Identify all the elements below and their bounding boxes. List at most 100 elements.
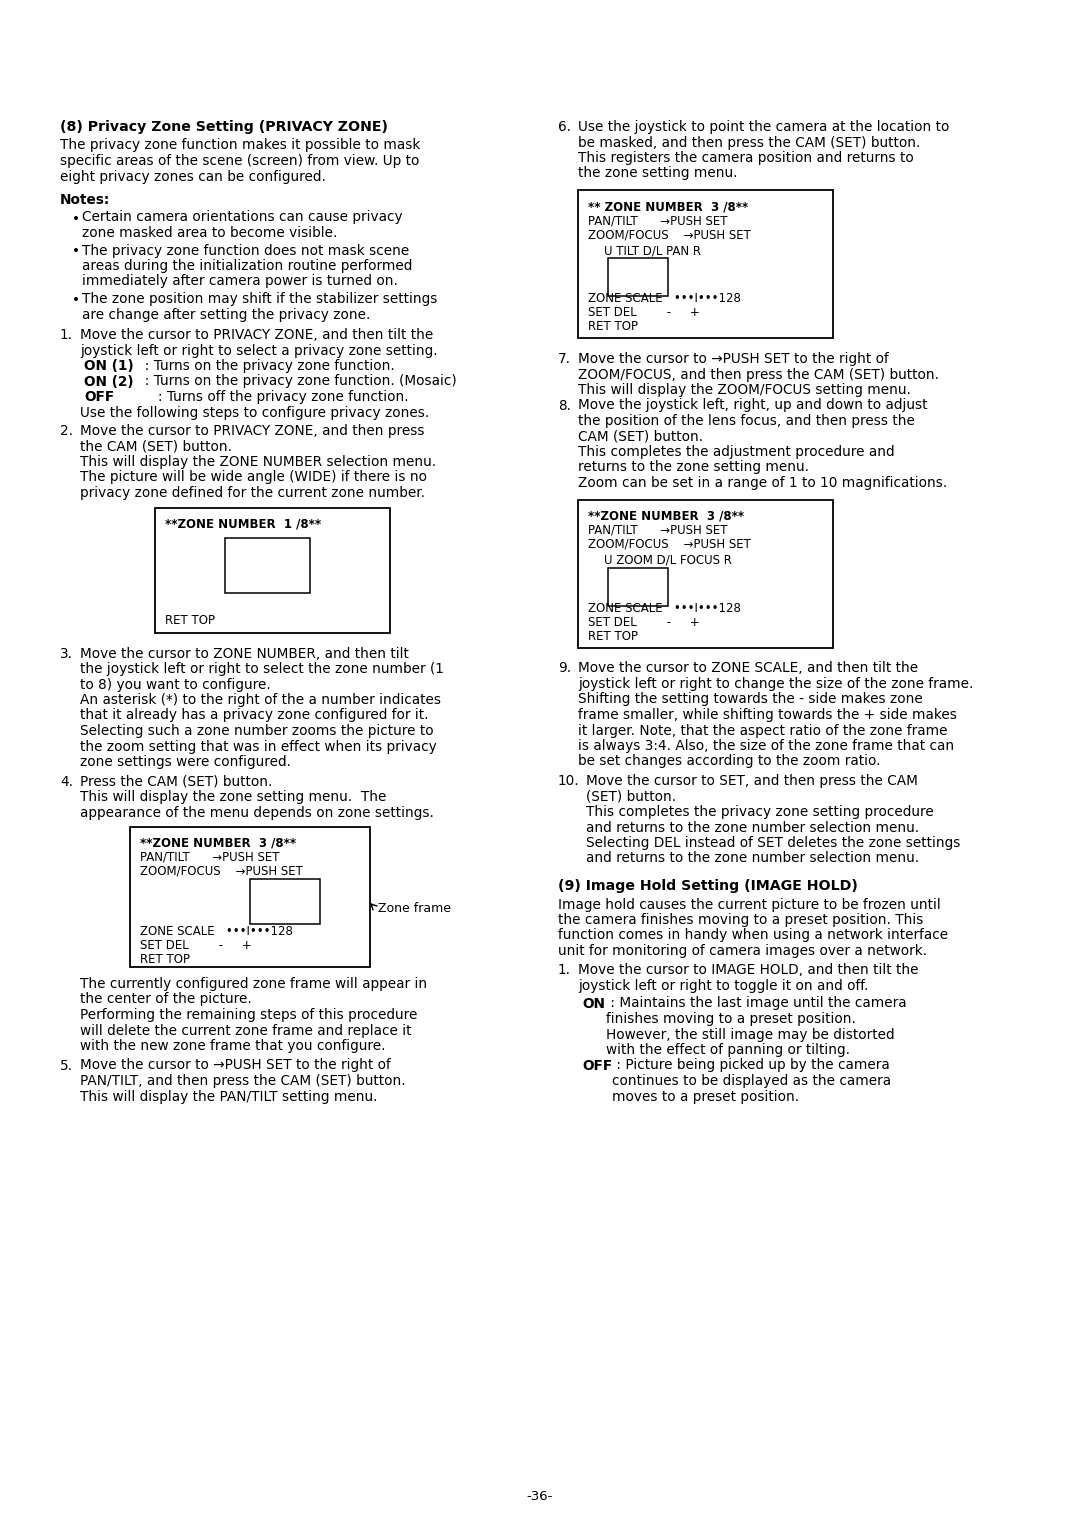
Text: be set changes according to the zoom ratio.: be set changes according to the zoom rat…	[578, 755, 880, 769]
Text: The currently configured zone frame will appear in: The currently configured zone frame will…	[80, 976, 427, 992]
Text: and returns to the zone number selection menu.: and returns to the zone number selection…	[586, 821, 919, 834]
Text: ON (2): ON (2)	[84, 374, 134, 388]
Text: PAN/TILT      →PUSH SET: PAN/TILT →PUSH SET	[588, 214, 728, 228]
Text: PAN/TILT, and then press the CAM (SET) button.: PAN/TILT, and then press the CAM (SET) b…	[80, 1074, 406, 1088]
Text: to 8) you want to configure.: to 8) you want to configure.	[80, 677, 271, 692]
Text: OFF: OFF	[84, 390, 114, 403]
Bar	[156, 507, 390, 633]
Text: 5.: 5.	[60, 1059, 73, 1073]
Text: are change after setting the privacy zone.: are change after setting the privacy zon…	[82, 307, 370, 321]
Text: (9) Image Hold Setting (IMAGE HOLD): (9) Image Hold Setting (IMAGE HOLD)	[558, 879, 858, 892]
Bar	[225, 538, 310, 593]
Text: Selecting DEL instead of SET deletes the zone settings: Selecting DEL instead of SET deletes the…	[586, 836, 960, 850]
Text: ZOOM/FOCUS    →PUSH SET: ZOOM/FOCUS →PUSH SET	[588, 538, 751, 550]
Text: RET TOP: RET TOP	[140, 953, 190, 966]
Text: joystick left or right to select a privacy zone setting.: joystick left or right to select a priva…	[80, 344, 437, 358]
Text: that it already has a privacy zone configured for it.: that it already has a privacy zone confi…	[80, 709, 429, 723]
Text: This will display the zone setting menu.  The: This will display the zone setting menu.…	[80, 790, 387, 804]
Text: ZONE SCALE   •••I•••128: ZONE SCALE •••I•••128	[588, 292, 741, 306]
Text: eight privacy zones can be configured.: eight privacy zones can be configured.	[60, 170, 326, 183]
Text: and returns to the zone number selection menu.: and returns to the zone number selection…	[586, 851, 919, 865]
Text: Selecting such a zone number zooms the picture to: Selecting such a zone number zooms the p…	[80, 724, 434, 738]
Text: returns to the zone setting menu.: returns to the zone setting menu.	[578, 460, 809, 475]
Text: SET DEL        -     +: SET DEL - +	[140, 940, 252, 952]
Text: 1.: 1.	[60, 329, 73, 342]
Text: : Maintains the last image until the camera: : Maintains the last image until the cam…	[606, 996, 906, 1010]
Text: Image hold causes the current picture to be frozen until: Image hold causes the current picture to…	[558, 897, 941, 912]
Text: ZONE SCALE   •••I•••128: ZONE SCALE •••I•••128	[588, 602, 741, 614]
Bar	[608, 258, 669, 296]
Bar	[578, 189, 833, 338]
Text: Move the cursor to ZONE SCALE, and then tilt the: Move the cursor to ZONE SCALE, and then …	[578, 662, 918, 675]
Text: RET TOP: RET TOP	[588, 630, 638, 642]
Text: RET TOP: RET TOP	[588, 319, 638, 333]
Text: U ZOOM D/L FOCUS R: U ZOOM D/L FOCUS R	[604, 553, 732, 567]
Text: PAN/TILT      →PUSH SET: PAN/TILT →PUSH SET	[140, 851, 280, 863]
Text: This will display the ZOOM/FOCUS setting menu.: This will display the ZOOM/FOCUS setting…	[578, 384, 910, 397]
Text: frame smaller, while shifting towards the + side makes: frame smaller, while shifting towards th…	[578, 707, 957, 723]
Text: 6.: 6.	[558, 121, 571, 134]
Text: will delete the current zone frame and replace it: will delete the current zone frame and r…	[80, 1024, 411, 1038]
Text: Shifting the setting towards the - side makes zone: Shifting the setting towards the - side …	[578, 692, 922, 706]
Text: zone masked area to become visible.: zone masked area to become visible.	[82, 226, 337, 240]
Text: moves to a preset position.: moves to a preset position.	[612, 1089, 799, 1103]
Text: Zoom can be set in a range of 1 to 10 magnifications.: Zoom can be set in a range of 1 to 10 ma…	[578, 477, 947, 490]
Text: is always 3:4. Also, the size of the zone frame that can: is always 3:4. Also, the size of the zon…	[578, 740, 954, 753]
Text: continues to be displayed as the camera: continues to be displayed as the camera	[612, 1074, 891, 1088]
Text: PAN/TILT      →PUSH SET: PAN/TILT →PUSH SET	[588, 524, 728, 536]
Text: joystick left or right to change the size of the zone frame.: joystick left or right to change the siz…	[578, 677, 973, 691]
Text: ON (1): ON (1)	[84, 359, 134, 373]
Text: An asterisk (*) to the right of the a number indicates: An asterisk (*) to the right of the a nu…	[80, 694, 441, 707]
Text: Performing the remaining steps of this procedure: Performing the remaining steps of this p…	[80, 1008, 417, 1022]
Text: This completes the adjustment procedure and: This completes the adjustment procedure …	[578, 445, 894, 458]
Text: However, the still image may be distorted: However, the still image may be distorte…	[606, 1027, 894, 1042]
Text: 3.: 3.	[60, 646, 73, 660]
Text: specific areas of the scene (screen) from view. Up to: specific areas of the scene (screen) fro…	[60, 154, 419, 168]
Text: : Turns on the privacy zone function. (Mosaic): : Turns on the privacy zone function. (M…	[136, 374, 457, 388]
Text: : Turns off the privacy zone function.: : Turns off the privacy zone function.	[136, 390, 408, 403]
Text: : Turns on the privacy zone function.: : Turns on the privacy zone function.	[136, 359, 395, 373]
Text: ** ZONE NUMBER  3 /8**: ** ZONE NUMBER 3 /8**	[588, 200, 748, 212]
Text: the zoom setting that was in effect when its privacy: the zoom setting that was in effect when…	[80, 740, 436, 753]
Text: appearance of the menu depends on zone settings.: appearance of the menu depends on zone s…	[80, 805, 434, 819]
Text: Move the joystick left, right, up and down to adjust: Move the joystick left, right, up and do…	[578, 399, 928, 413]
Text: This registers the camera position and returns to: This registers the camera position and r…	[578, 151, 914, 165]
Text: **ZONE NUMBER  3 /8**: **ZONE NUMBER 3 /8**	[588, 509, 744, 523]
Bar	[130, 827, 370, 967]
Text: ON: ON	[582, 996, 605, 1010]
Text: the zone setting menu.: the zone setting menu.	[578, 167, 738, 180]
Text: 8.: 8.	[558, 399, 571, 413]
Text: joystick left or right to toggle it on and off.: joystick left or right to toggle it on a…	[578, 979, 868, 993]
Text: ZOOM/FOCUS    →PUSH SET: ZOOM/FOCUS →PUSH SET	[588, 228, 751, 241]
Text: finishes moving to a preset position.: finishes moving to a preset position.	[606, 1012, 855, 1025]
Text: Use the following steps to configure privacy zones.: Use the following steps to configure pri…	[80, 405, 429, 420]
Text: with the new zone frame that you configure.: with the new zone frame that you configu…	[80, 1039, 386, 1053]
Text: the position of the lens focus, and then press the: the position of the lens focus, and then…	[578, 414, 915, 428]
Text: areas during the initialization routine performed: areas during the initialization routine …	[82, 260, 413, 274]
Text: immediately after camera power is turned on.: immediately after camera power is turned…	[82, 275, 397, 289]
Text: 4.: 4.	[60, 775, 73, 788]
Text: •: •	[72, 211, 80, 226]
Text: RET TOP: RET TOP	[165, 614, 215, 628]
Text: The zone position may shift if the stabilizer settings: The zone position may shift if the stabi…	[82, 292, 437, 306]
Text: The privacy zone function does not mask scene: The privacy zone function does not mask …	[82, 243, 409, 258]
Text: (8) Privacy Zone Setting (PRIVACY ZONE): (8) Privacy Zone Setting (PRIVACY ZONE)	[60, 121, 388, 134]
Text: privacy zone defined for the current zone number.: privacy zone defined for the current zon…	[80, 486, 426, 500]
Text: **ZONE NUMBER  3 /8**: **ZONE NUMBER 3 /8**	[140, 837, 296, 850]
Text: This completes the privacy zone setting procedure: This completes the privacy zone setting …	[586, 805, 934, 819]
Text: •: •	[72, 293, 80, 307]
Text: the camera finishes moving to a preset position. This: the camera finishes moving to a preset p…	[558, 914, 923, 927]
Text: ZOOM/FOCUS, and then press the CAM (SET) button.: ZOOM/FOCUS, and then press the CAM (SET)…	[578, 368, 939, 382]
Bar	[249, 879, 320, 924]
Text: 1.: 1.	[558, 964, 571, 978]
Text: zone settings were configured.: zone settings were configured.	[80, 755, 291, 769]
Text: ZOOM/FOCUS    →PUSH SET: ZOOM/FOCUS →PUSH SET	[140, 865, 302, 879]
Text: CAM (SET) button.: CAM (SET) button.	[578, 429, 703, 443]
Text: : Picture being picked up by the camera: : Picture being picked up by the camera	[612, 1059, 890, 1073]
Text: the joystick left or right to select the zone number (1: the joystick left or right to select the…	[80, 662, 444, 675]
Text: This will display the PAN/TILT setting menu.: This will display the PAN/TILT setting m…	[80, 1089, 378, 1103]
Text: Move the cursor to PRIVACY ZONE, and then press: Move the cursor to PRIVACY ZONE, and the…	[80, 423, 424, 439]
Text: Zone frame: Zone frame	[378, 902, 451, 915]
Text: with the effect of panning or tilting.: with the effect of panning or tilting.	[606, 1044, 850, 1057]
Text: Move the cursor to SET, and then press the CAM: Move the cursor to SET, and then press t…	[586, 775, 918, 788]
